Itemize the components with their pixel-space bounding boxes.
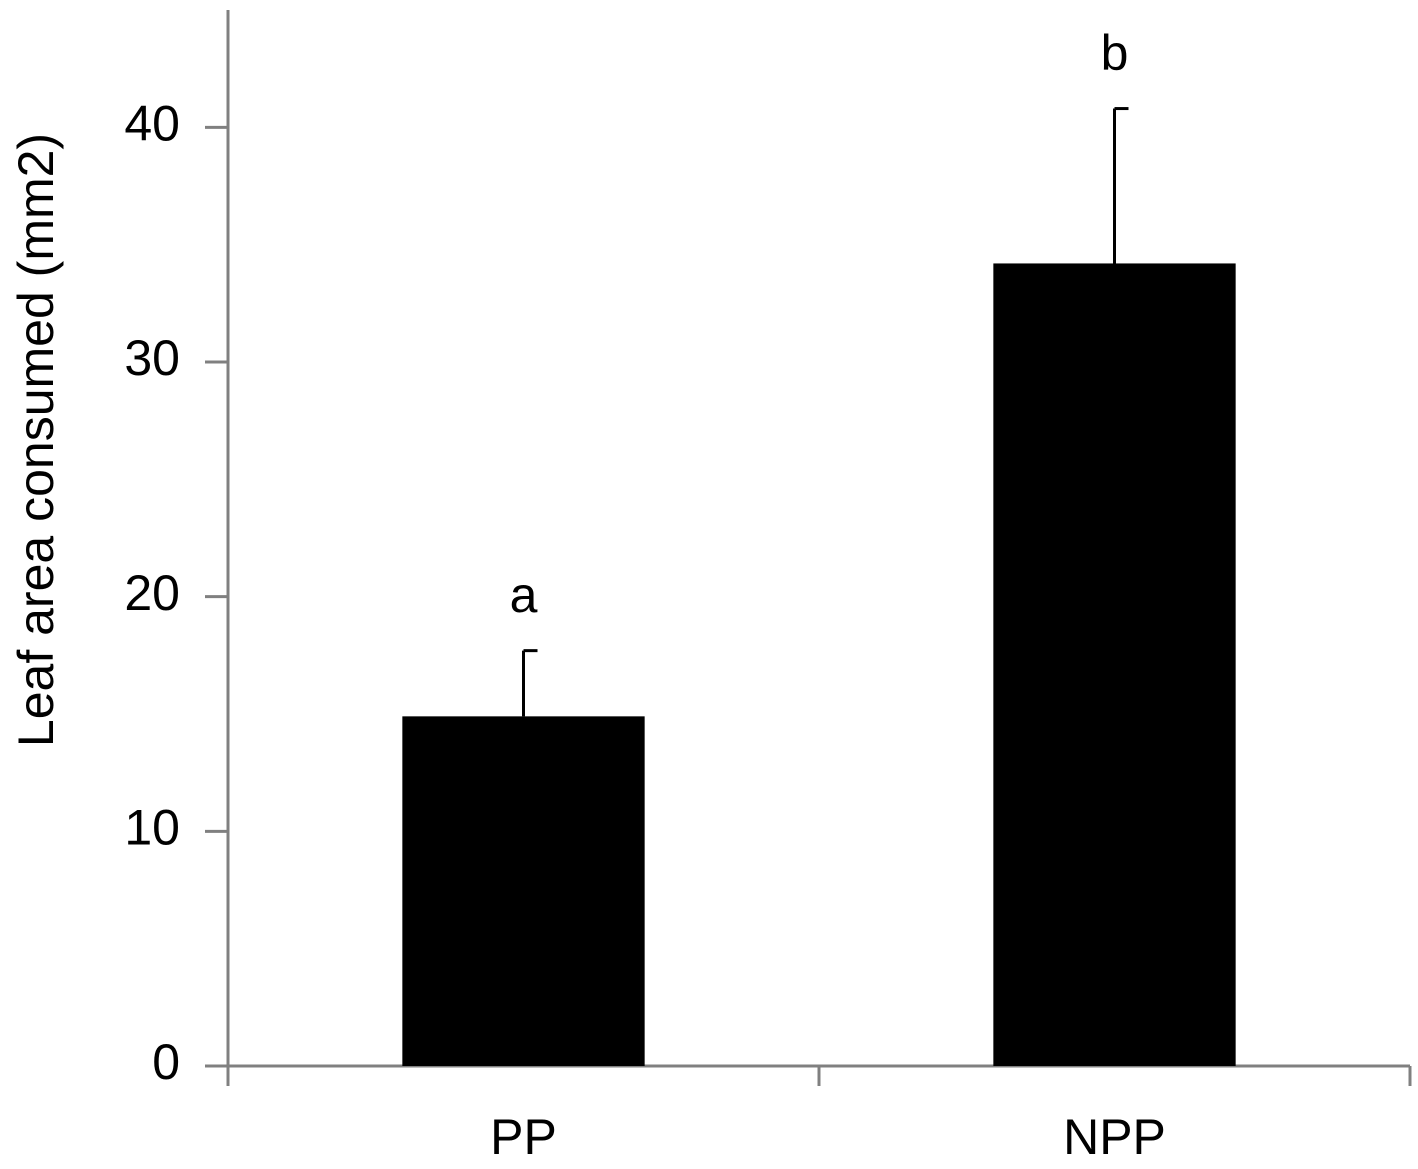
y-tick-label: 0 [152,1034,180,1090]
y-tick-label: 20 [124,565,180,621]
x-tick-label: PP [490,1109,557,1165]
y-tick-label: 30 [124,330,180,386]
y-tick-label: 40 [124,96,180,152]
bar [402,716,645,1066]
bar [993,263,1236,1066]
significance-label: b [1101,25,1129,81]
x-tick-label: NPP [1063,1109,1166,1165]
y-tick-label: 10 [124,800,180,856]
significance-label: a [510,567,538,623]
y-axis-label: Leaf area consumed (mm2) [8,133,64,747]
